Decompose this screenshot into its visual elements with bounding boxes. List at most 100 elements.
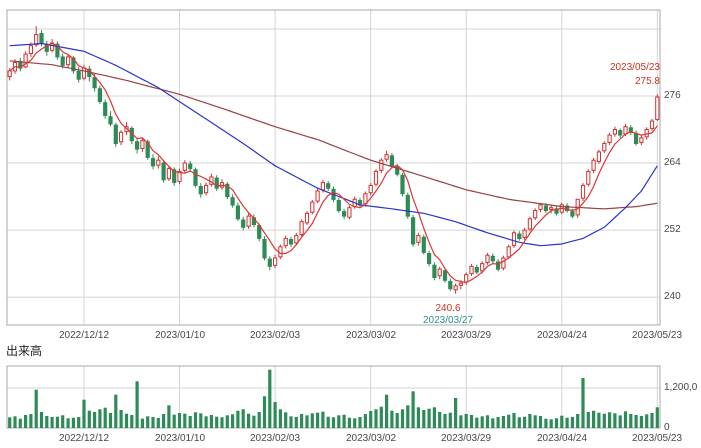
candle-up xyxy=(639,137,644,143)
candle-down xyxy=(618,130,623,136)
volume-bar xyxy=(385,394,389,428)
x-axis-label-volume: 2023/04/24 xyxy=(536,433,588,444)
volume-bar xyxy=(411,391,415,428)
volume-bar xyxy=(629,414,633,428)
candle-up xyxy=(28,45,33,55)
x-axis-label-volume: 2023/02/03 xyxy=(249,433,301,444)
candle-down xyxy=(172,169,177,183)
candle-up xyxy=(66,56,71,66)
volume-bar xyxy=(443,414,447,428)
candle-down xyxy=(400,174,405,195)
x-axis-label-volume: 2023/03/02 xyxy=(345,433,397,444)
candle-down xyxy=(490,255,495,262)
volume-bar xyxy=(602,413,606,428)
annotation-low-date: 2023/03/27 xyxy=(422,315,474,326)
volume-bar xyxy=(98,409,102,428)
x-axis-label: 2023/04/24 xyxy=(536,330,588,341)
x-axis-label-volume: 2023/05/23 xyxy=(631,433,683,444)
volume-bar xyxy=(82,399,86,428)
candle-down xyxy=(336,200,341,212)
volume-axis-zero-label: 0 xyxy=(664,422,670,433)
volume-bar xyxy=(544,418,548,428)
candle-down xyxy=(421,236,426,253)
volume-bar xyxy=(29,414,33,428)
x-axis-label: 2023/03/29 xyxy=(440,330,492,341)
candle-down xyxy=(411,217,416,245)
candle-down xyxy=(193,169,198,186)
candle-up xyxy=(644,129,649,138)
volume-bar xyxy=(278,409,282,428)
volume-bar xyxy=(427,408,431,428)
candle-up xyxy=(310,201,315,213)
volume-bar xyxy=(554,418,559,428)
volume-bar xyxy=(162,414,166,428)
volume-bar xyxy=(225,415,229,428)
candle-down xyxy=(188,163,193,170)
volume-bar xyxy=(177,413,182,428)
volume-bar xyxy=(305,415,309,428)
volume-bar xyxy=(576,414,580,428)
volume-bar xyxy=(316,412,320,428)
candle-down xyxy=(103,102,108,116)
candle-up xyxy=(580,184,586,199)
candle-down xyxy=(405,194,410,217)
volume-bar xyxy=(300,414,304,428)
volume-bar xyxy=(135,381,139,428)
candle-down xyxy=(92,77,97,89)
volume-bar xyxy=(124,413,129,428)
volume-bar xyxy=(55,416,59,428)
candle-down xyxy=(161,162,166,181)
candle-up xyxy=(246,215,251,227)
volume-bar xyxy=(464,414,468,428)
candle-up xyxy=(538,204,543,210)
x-axis-label-volume: 2023/03/29 xyxy=(440,433,492,444)
volume-bar xyxy=(284,412,288,428)
volume-bar xyxy=(475,417,479,428)
candle-down xyxy=(198,186,203,195)
volume-bar xyxy=(586,412,590,428)
candle-up xyxy=(204,184,209,194)
volume-bar xyxy=(459,415,463,428)
volume-bar xyxy=(204,416,208,428)
volume-bar xyxy=(199,413,203,428)
price-panel-frame xyxy=(6,9,661,326)
volume-bar xyxy=(565,417,569,428)
candle-up xyxy=(437,268,442,277)
candle-down xyxy=(395,166,400,175)
volume-bar xyxy=(8,417,12,428)
volume-bar xyxy=(650,413,654,428)
x-axis-label-volume: 2023/01/10 xyxy=(154,433,206,444)
volume-bar xyxy=(634,415,638,428)
candle-up xyxy=(522,229,527,238)
candle-up xyxy=(549,207,554,210)
volume-bar xyxy=(273,402,277,428)
candle-down xyxy=(145,141,150,158)
volume-bar xyxy=(342,414,346,428)
volume-section-title: 出来高 xyxy=(6,344,43,358)
candle-up xyxy=(527,218,532,230)
volume-bar xyxy=(618,415,622,428)
candle-up xyxy=(81,67,87,79)
volume-bar xyxy=(623,411,628,428)
candle-up xyxy=(586,170,591,185)
volume-bar xyxy=(390,410,394,428)
volume-bar xyxy=(533,415,537,428)
volume-bar xyxy=(485,415,490,428)
volume-bar xyxy=(608,412,612,428)
candle-up xyxy=(591,159,596,171)
candle-up xyxy=(416,235,421,243)
x-axis-label: 2023/01/10 xyxy=(154,330,206,341)
candle-up xyxy=(166,168,172,180)
volume-bar xyxy=(501,416,505,428)
candle-up xyxy=(7,70,12,78)
volume-bar xyxy=(592,410,596,428)
volume-bar xyxy=(257,412,261,428)
price-axis-label: 240 xyxy=(664,291,681,302)
candle-down xyxy=(543,205,548,211)
volume-bar xyxy=(395,413,399,428)
volume-bar xyxy=(220,417,224,428)
volume-bar xyxy=(247,413,251,428)
volume-bar xyxy=(114,394,118,428)
candle-up xyxy=(347,207,352,218)
